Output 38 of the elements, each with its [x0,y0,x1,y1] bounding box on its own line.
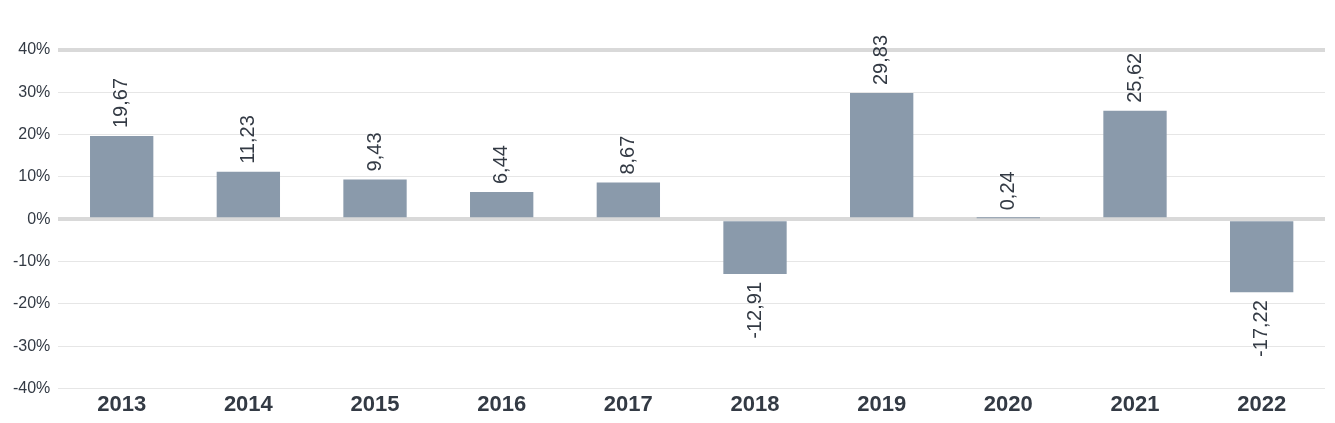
data-label: 29,83 [869,34,892,86]
data-label: 9,43 [362,132,385,172]
bar [470,192,534,218]
data-label: 6,44 [489,145,512,185]
y-tick-label: 30% [18,82,51,100]
bar [723,221,787,274]
bar [216,171,281,218]
y-tick-label: 10% [18,167,51,185]
x-tick-label: 2014 [223,390,274,416]
x-tick-label: 2013 [97,390,147,416]
x-tick-label: 2020 [983,390,1033,416]
data-label: -12,91 [742,281,765,339]
bar [1230,221,1294,293]
y-tick-label: -40% [12,379,51,397]
y-tick-label: -30% [12,336,51,354]
data-label: 25,62 [1122,52,1145,103]
bar [343,179,407,218]
x-tick-label: 2015 [350,390,400,416]
data-label: -17,22 [1249,300,1272,357]
data-label: 0,24 [995,171,1018,211]
bar [850,93,914,218]
data-label: 11,23 [235,115,258,164]
bar [1103,110,1167,218]
x-tick-label: 2021 [1110,390,1160,416]
bar [596,182,661,218]
data-label: 19,67 [109,77,132,129]
y-tick-label: 40% [18,40,51,58]
x-tick-label: 2019 [857,390,907,416]
y-tick-label: -20% [12,294,51,312]
y-tick-label: -10% [12,252,51,270]
y-tick-label: 0% [27,209,51,227]
x-tick-label: 2022 [1237,390,1287,416]
data-label: 8,67 [615,135,638,175]
y-tick-label: 20% [18,125,51,143]
bar [90,136,154,218]
x-tick-label: 2016 [477,390,527,416]
x-tick-label: 2018 [730,390,780,416]
x-tick-label: 2017 [603,390,653,416]
